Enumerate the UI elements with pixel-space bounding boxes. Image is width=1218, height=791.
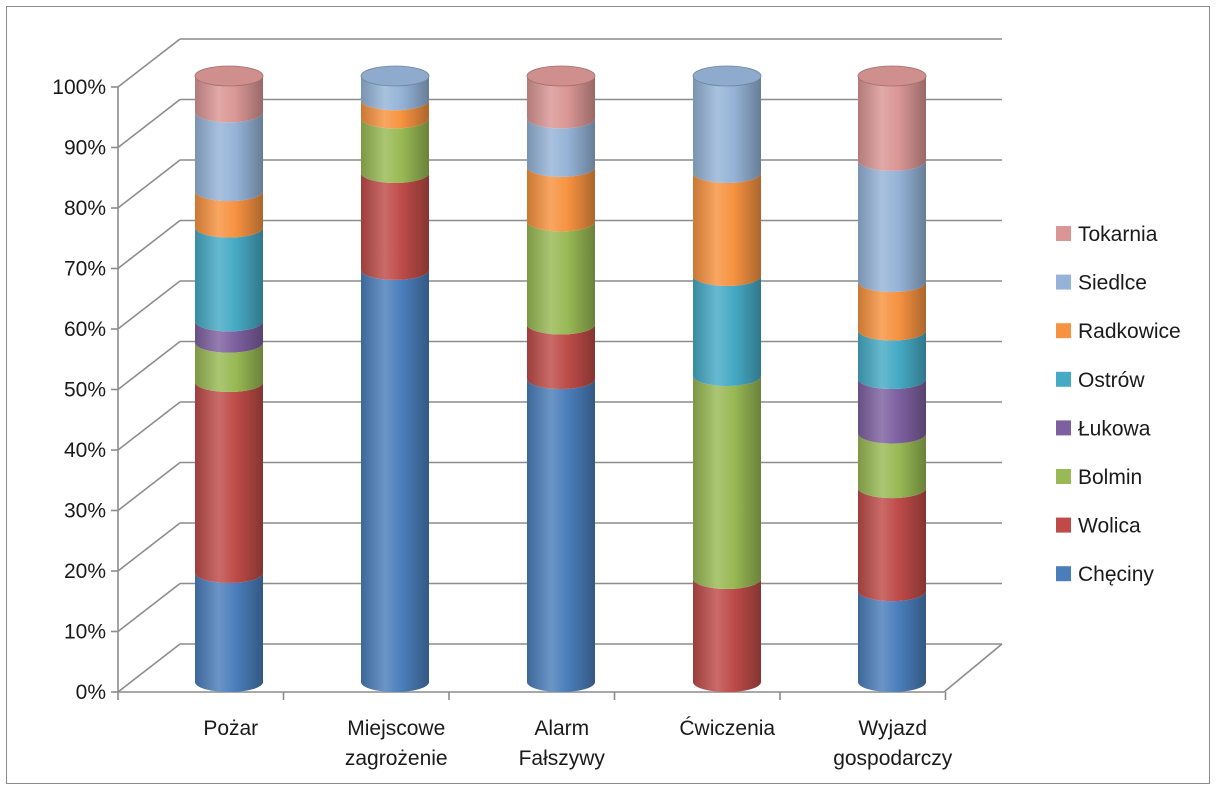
bar-segment-Siedlce <box>527 118 595 177</box>
legend-label: Radkowice <box>1078 320 1181 343</box>
y-tick-label: 10% <box>64 621 106 644</box>
bar-top-cap <box>857 65 927 87</box>
bar-segment-Bolmin <box>693 375 761 589</box>
bar-segment-Chęciny <box>195 572 263 692</box>
bar-segment-Łukowa <box>195 321 263 353</box>
bar-segment-Radkowice <box>858 282 926 341</box>
bar-segment-Ostrów <box>693 275 761 386</box>
y-tick-label: 40% <box>64 439 106 462</box>
legend-label: Chęciny <box>1078 563 1154 586</box>
gridline-side <box>117 159 181 209</box>
bar-top-cap <box>194 65 264 87</box>
y-tick-label: 50% <box>64 379 106 402</box>
y-tick-label: 20% <box>64 560 106 583</box>
bar-segment-Radkowice <box>527 166 595 232</box>
bar-segment-Bolmin <box>858 433 926 499</box>
gridline-side <box>117 98 181 149</box>
legend-swatch <box>1056 226 1071 241</box>
y-tick-label: 0% <box>76 681 106 704</box>
bar-top-cap <box>692 65 762 87</box>
legend: Tokarnia Siedlce Radkowice Ostrów Łukowa Bolm… <box>1056 223 1181 586</box>
bar-segment-Tokarnia <box>527 76 595 129</box>
gridline-side <box>117 219 181 270</box>
bar-top-cap <box>360 65 430 87</box>
legend-swatch <box>1056 517 1071 533</box>
bar-segment-Radkowice <box>195 191 263 238</box>
bar-segment-Łukowa <box>858 379 926 444</box>
legend-label: Wolica <box>1078 515 1141 538</box>
y-tick-label: 60% <box>64 318 106 341</box>
bars <box>194 65 927 692</box>
y-tick-label: 30% <box>64 500 106 523</box>
y-tick-label: 70% <box>64 258 106 281</box>
x-tick-label: Pożar <box>203 717 258 740</box>
legend-label: Siedlce <box>1078 272 1147 295</box>
x-tick-label: gospodarczy <box>833 747 953 770</box>
bar-segment-Tokarnia <box>195 76 263 123</box>
floor-edge <box>943 643 1003 693</box>
legend-swatch <box>1056 469 1071 484</box>
legend-label: Ostrów <box>1078 369 1145 392</box>
gridline-side <box>117 643 181 693</box>
bar-segment-Siedlce <box>858 160 926 293</box>
y-tick-label: 100% <box>52 76 106 99</box>
y-tick-label: 80% <box>64 197 106 220</box>
bar-segment-Siedlce <box>693 76 761 183</box>
legend-swatch <box>1056 371 1071 387</box>
bar-segment-Siedlce <box>361 76 429 111</box>
legend-label: Łukowa <box>1078 417 1151 440</box>
bar-segment-Wolica <box>858 488 926 602</box>
x-tick-label: Ćwiczenia <box>679 717 775 740</box>
bar-segment-Bolmin <box>361 118 429 183</box>
gridline-side <box>117 280 181 330</box>
bar-segment-Radkowice <box>693 172 761 286</box>
bar-segment-Radkowice <box>361 100 429 129</box>
x-tick-label: Fałszywy <box>519 747 606 770</box>
x-tick-label: Miejscowe <box>347 717 445 740</box>
legend-swatch <box>1056 274 1071 290</box>
gridline-side <box>117 401 181 451</box>
legend-swatch <box>1056 566 1071 582</box>
gridline-side <box>117 38 181 88</box>
bar-segment-Siedlce <box>195 112 263 202</box>
x-tick-label: Wyjazd <box>858 717 927 740</box>
gridline-side <box>117 582 181 633</box>
bar-top-cap <box>526 65 596 87</box>
bar-segment-Bolmin <box>527 221 595 335</box>
x-tick-label: zagrożenie <box>345 747 448 770</box>
x-tick-label: Alarm <box>534 717 589 740</box>
bar-segment-Wolica <box>361 172 429 280</box>
bar-segment-Chęciny <box>361 269 429 692</box>
legend-label: Tokarnia <box>1078 223 1158 246</box>
bar-segment-Ostrów <box>858 330 926 389</box>
bar-segment-Wolica <box>527 324 595 389</box>
bar-segment-Chęciny <box>527 379 595 692</box>
bar-segment-Chęciny <box>858 591 926 692</box>
bar-segment-Ostrów <box>195 227 263 332</box>
gridline-side <box>117 340 181 391</box>
bar-segment-Tokarnia <box>858 76 926 171</box>
bar-segment-Bolmin <box>195 342 263 393</box>
gridline-side <box>117 461 181 512</box>
gridline-side <box>117 522 181 572</box>
legend-swatch <box>1056 323 1071 339</box>
bar-segment-Wolica <box>693 578 761 692</box>
bar-segment-Wolica <box>195 382 263 583</box>
legend-swatch <box>1056 420 1071 436</box>
y-tick-label: 90% <box>64 137 106 160</box>
legend-label: Bolmin <box>1078 466 1142 489</box>
